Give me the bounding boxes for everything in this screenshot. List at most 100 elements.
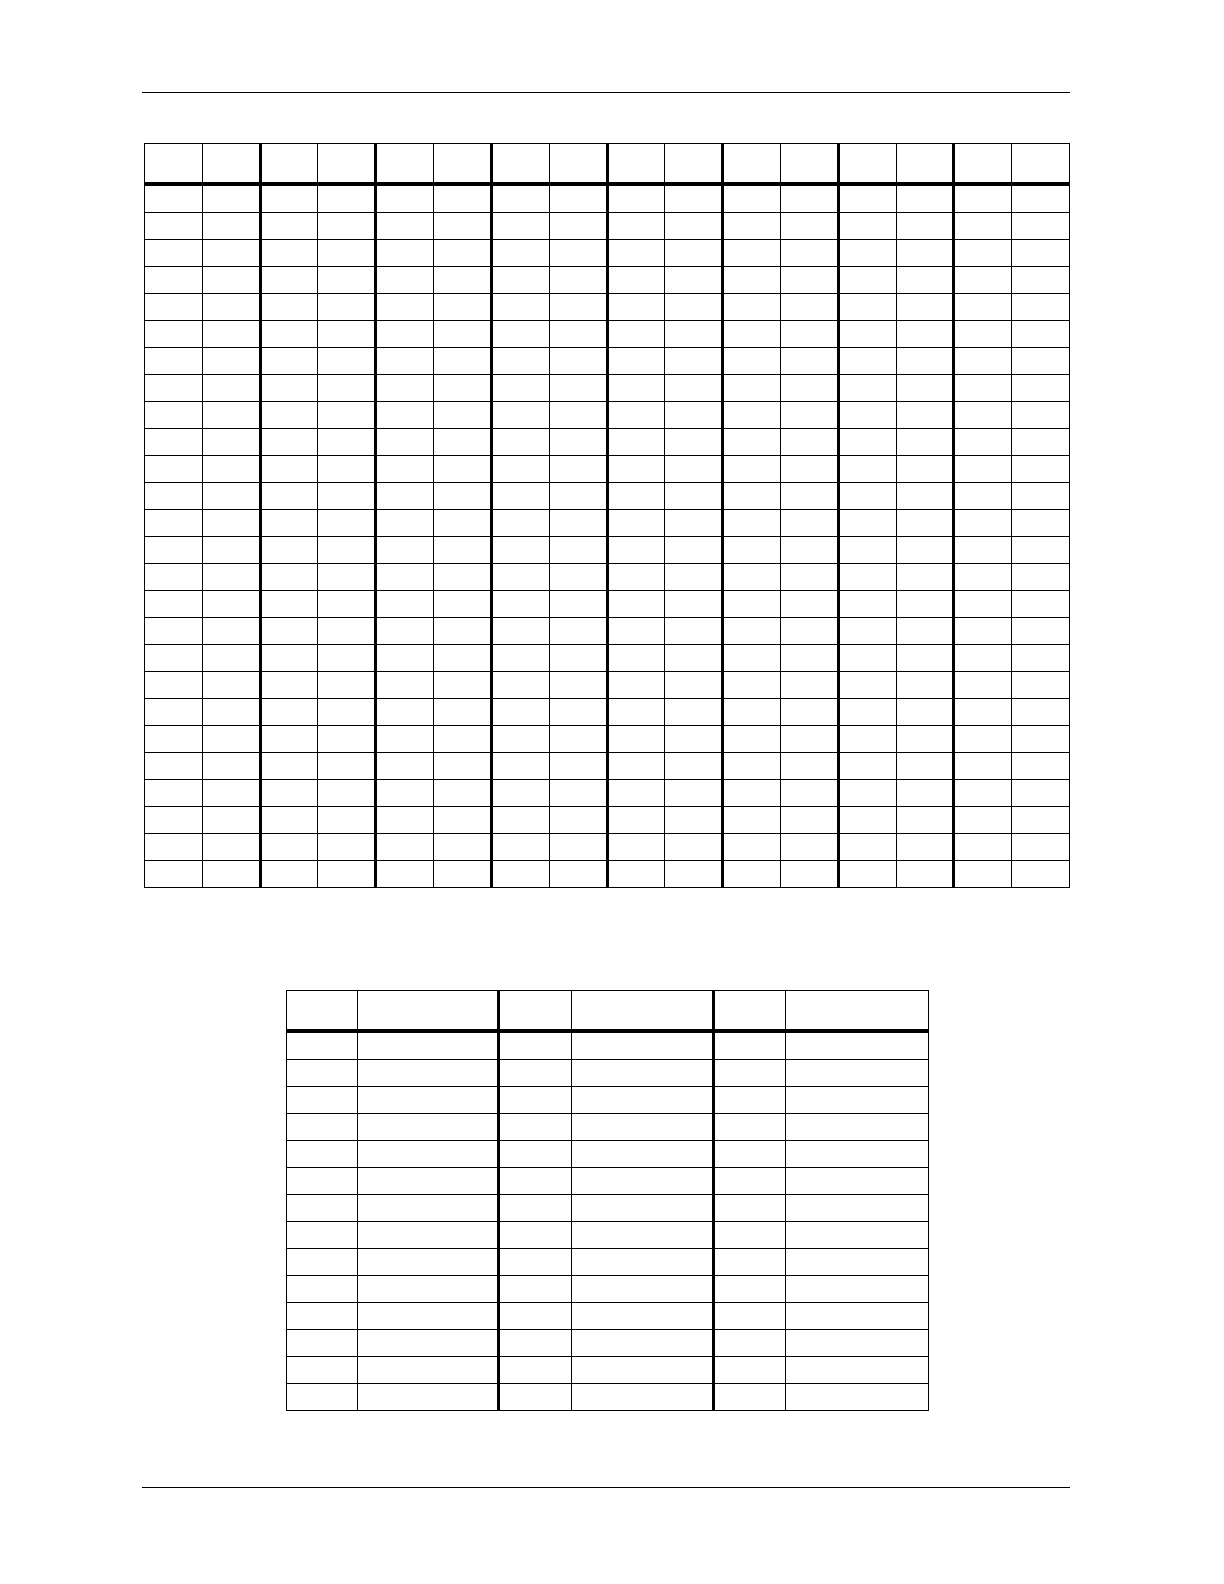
table-cell (357, 1356, 500, 1384)
table-cell (779, 833, 840, 861)
table-cell (722, 671, 781, 699)
table-cell (664, 239, 725, 267)
table-cell (490, 671, 550, 699)
table-cell (722, 428, 781, 456)
table-cell (548, 833, 609, 861)
table-cell (837, 401, 897, 429)
table-cell (548, 752, 609, 780)
table-cell (895, 183, 956, 213)
table-cell (837, 590, 897, 618)
table-cell (548, 266, 609, 294)
header-cell (713, 990, 786, 1033)
header-cell (498, 990, 572, 1033)
table-cell (606, 347, 666, 375)
table-cell (548, 455, 609, 483)
table-cell (837, 482, 897, 510)
table-cell (375, 779, 435, 807)
table-cell (498, 1194, 572, 1222)
table-cell (837, 293, 897, 321)
table-cell (490, 563, 550, 591)
table-cell (286, 1248, 358, 1276)
table-cell (571, 1248, 715, 1276)
table-cell (144, 401, 203, 429)
table-cell (201, 671, 262, 699)
table-cell (375, 644, 435, 672)
table-cell (722, 401, 781, 429)
table-cell (498, 1086, 572, 1114)
table-cell (664, 374, 725, 402)
table-cell (895, 617, 956, 645)
table-cell (317, 401, 378, 429)
table-cell (357, 1302, 500, 1330)
table-cell (357, 1248, 500, 1276)
table-cell (953, 671, 1013, 699)
table-cell (144, 266, 203, 294)
table-cell (1011, 320, 1070, 348)
table-cell (779, 455, 840, 483)
table-cell (779, 752, 840, 780)
table-row (286, 1383, 929, 1411)
header-cell (357, 990, 500, 1033)
table-cell (201, 482, 262, 510)
table-cell (201, 347, 262, 375)
table-cell (606, 374, 666, 402)
table-row (286, 1030, 929, 1060)
table-cell (713, 1113, 786, 1141)
table-cell (779, 509, 840, 537)
table-cell (779, 563, 840, 591)
table-cell (664, 212, 725, 240)
table-cell (490, 401, 550, 429)
table-cell (201, 212, 262, 240)
table-cell (259, 698, 319, 726)
table-cell (433, 239, 493, 267)
table-cell (433, 428, 493, 456)
table-cell (144, 293, 203, 321)
table-cell (953, 860, 1013, 888)
table-cell (779, 374, 840, 402)
table-cell (722, 482, 781, 510)
table-cell (779, 806, 840, 834)
table-cell (713, 1059, 786, 1087)
header-row (144, 143, 1070, 186)
table-row (144, 590, 1070, 618)
table-cell (490, 347, 550, 375)
table-cell (286, 1383, 358, 1411)
header-cell (201, 143, 262, 186)
table-cell (548, 806, 609, 834)
table-cell (375, 563, 435, 591)
table-cell (895, 779, 956, 807)
table-cell (953, 183, 1013, 213)
table-cell (259, 725, 319, 753)
table-cell (1011, 860, 1070, 888)
table-cell (895, 725, 956, 753)
table-cell (722, 347, 781, 375)
table-cell (317, 428, 378, 456)
table-cell (259, 536, 319, 564)
table-cell (953, 455, 1013, 483)
table-cell (490, 509, 550, 537)
table-cell (201, 374, 262, 402)
table-cell (606, 698, 666, 726)
table-cell (259, 266, 319, 294)
table-cell (722, 563, 781, 591)
table-cell (259, 752, 319, 780)
table-cell (375, 212, 435, 240)
table-cell (144, 374, 203, 402)
table-cell (259, 860, 319, 888)
table-cell (606, 806, 666, 834)
table-cell (664, 482, 725, 510)
table-cell (664, 617, 725, 645)
table-cell (259, 590, 319, 618)
table-cell (201, 644, 262, 672)
table-cell (490, 374, 550, 402)
table-row (144, 671, 1070, 699)
header-cell (548, 143, 609, 186)
table-cell (357, 1275, 500, 1303)
table-cell (606, 212, 666, 240)
table-cell (357, 1221, 500, 1249)
table-cell (779, 698, 840, 726)
table-cell (375, 752, 435, 780)
table-cell (837, 239, 897, 267)
table-cell (837, 698, 897, 726)
table-cell (837, 617, 897, 645)
